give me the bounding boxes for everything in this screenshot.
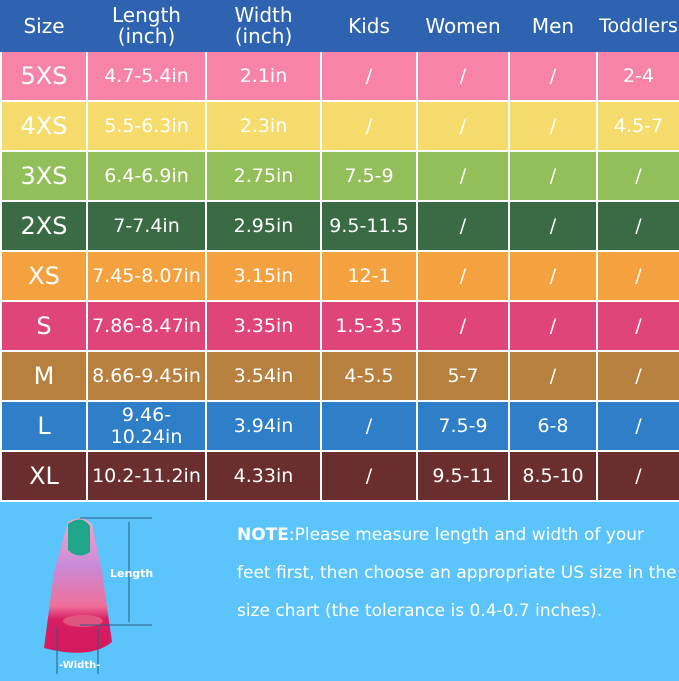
note-text: NOTE:Please measure length and width of … xyxy=(237,516,677,630)
fin-toe xyxy=(68,519,90,556)
cell-men: / xyxy=(508,150,598,202)
cell-toddlers: / xyxy=(596,200,679,252)
cell-men: / xyxy=(508,350,598,402)
cell-size: XL xyxy=(0,450,88,502)
header-length: Length (inch) xyxy=(86,0,207,52)
cell-length: 6.4-6.9in xyxy=(86,150,207,202)
note-label: NOTE xyxy=(237,525,289,545)
cell-width: 2.95in xyxy=(205,200,322,252)
cell-kids: / xyxy=(320,450,418,502)
size-chart-table: Size Length (inch) Width (inch) Kids Women… xyxy=(0,0,679,502)
cell-women: / xyxy=(416,150,510,202)
cell-toddlers: / xyxy=(596,350,679,402)
header-width-line2: (inch) xyxy=(234,24,293,48)
cell-kids: / xyxy=(320,50,418,102)
cell-toddlers: 2-4 xyxy=(596,50,679,102)
header-row: Size Length (inch) Width (inch) Kids Women… xyxy=(0,0,679,52)
cell-length: 7-7.4in xyxy=(86,200,207,252)
cell-women: 9.5-11 xyxy=(416,450,510,502)
cell-kids: / xyxy=(320,400,418,452)
cell-kids: 4-5.5 xyxy=(320,350,418,402)
table-row: 5XS 4.7-5.4in 2.1in / //2-4 xyxy=(0,50,679,102)
table-row: 3XS 6.4-6.9in 2.75in 7.5-9// / xyxy=(0,150,679,202)
cell-men: / xyxy=(508,300,598,352)
header-size: Size xyxy=(0,0,88,52)
cell-women: 7.5-9 xyxy=(416,400,510,452)
cell-kids: 7.5-9 xyxy=(320,150,418,202)
cell-toddlers: 4.5-7 xyxy=(596,100,679,152)
cell-width: 4.33in xyxy=(205,450,322,502)
cell-men: 8.5-10 xyxy=(508,450,598,502)
cell-men: / xyxy=(508,100,598,152)
table-row: XS 7.45-8.07in 3.15in 12-1// / xyxy=(0,250,679,302)
cell-width: 3.94in xyxy=(205,400,322,452)
header-kids: Kids xyxy=(320,0,418,52)
header-length-line1: Length xyxy=(112,3,181,27)
table-row: XL 10.2-11.2in 4.33in/9.5-11 8.5-10/ xyxy=(0,450,679,502)
header-width: Width (inch) xyxy=(205,0,322,52)
cell-toddlers: / xyxy=(596,250,679,302)
cell-size: L xyxy=(0,400,88,452)
cell-kids: 9.5-11.5 xyxy=(320,200,418,252)
cell-size: XS xyxy=(0,250,88,302)
cell-width: 3.15in xyxy=(205,250,322,302)
note-body: :Please measure length and width of your… xyxy=(237,525,677,621)
cell-men: / xyxy=(508,200,598,252)
header-women: Women xyxy=(416,0,510,52)
cell-toddlers: / xyxy=(596,300,679,352)
header-men: Men xyxy=(508,0,598,52)
cell-length: 7.45-8.07in xyxy=(86,250,207,302)
cell-women: 5-7 xyxy=(416,350,510,402)
width-label: -Width- xyxy=(59,660,100,671)
table-row: L 9.46-10.24in 3.94in/7.5-9 6-8/ xyxy=(0,400,679,452)
cell-women: / xyxy=(416,100,510,152)
cell-women: / xyxy=(416,300,510,352)
cell-length: 7.86-8.47in xyxy=(86,300,207,352)
cell-length: 4.7-5.4in xyxy=(86,50,207,102)
cell-men: / xyxy=(508,250,598,302)
cell-women: / xyxy=(416,250,510,302)
cell-length: 8.66-9.45in xyxy=(86,350,207,402)
cell-width: 3.54in xyxy=(205,350,322,402)
cell-women: / xyxy=(416,50,510,102)
cell-width: 2.1in xyxy=(205,50,322,102)
cell-men: 6-8 xyxy=(508,400,598,452)
table-row: 2XS 7-7.4in 2.95in 9.5-11.5// / xyxy=(0,200,679,252)
cell-length: 9.46-10.24in xyxy=(86,400,207,452)
cell-size: S xyxy=(0,300,88,352)
fin-diagram: Length -Width- xyxy=(44,517,153,674)
cell-width: 2.3in xyxy=(205,100,322,152)
cell-kids: 1.5-3.5 xyxy=(320,300,418,352)
cell-size: 2XS xyxy=(0,200,88,252)
cell-toddlers: / xyxy=(596,400,679,452)
cell-kids: / xyxy=(320,100,418,152)
table-row: M 8.66-9.45in 3.54in 4-5.5 5-7// xyxy=(0,350,679,402)
cell-toddlers: / xyxy=(596,450,679,502)
header-length-line2: (inch) xyxy=(117,24,176,48)
measurement-section: Length -Width- NOTE:Please measure lengt… xyxy=(0,502,679,681)
header-toddlers: Toddlers xyxy=(596,0,679,52)
cell-size: 5XS xyxy=(0,50,88,102)
cell-toddlers: / xyxy=(596,150,679,202)
cell-size: M xyxy=(0,350,88,402)
cell-width: 2.75in xyxy=(205,150,322,202)
length-label: Length xyxy=(110,567,153,580)
cell-size: 3XS xyxy=(0,150,88,202)
header-width-line1: Width xyxy=(234,3,293,27)
table-row: S 7.86-8.47in 3.35in 1.5-3.5// / xyxy=(0,300,679,352)
cell-men: / xyxy=(508,50,598,102)
cell-women: / xyxy=(416,200,510,252)
cell-width: 3.35in xyxy=(205,300,322,352)
table-row: 4XS 5.5-6.3in 2.3in / //4.5-7 xyxy=(0,100,679,152)
cell-kids: 12-1 xyxy=(320,250,418,302)
cell-length: 10.2-11.2in xyxy=(86,450,207,502)
cell-size: 4XS xyxy=(0,100,88,152)
cell-length: 5.5-6.3in xyxy=(86,100,207,152)
